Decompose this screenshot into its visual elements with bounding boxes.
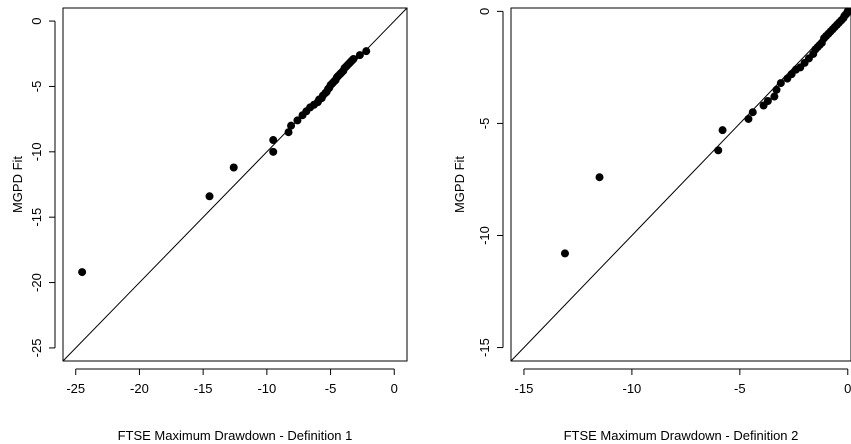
left-scatter-panel: -25 -20 -15 -10 -5 0 0 -5 -10 -15 -20 -25 FTSE Maxim… [10, 7, 408, 443]
right-reference-line [510, 7, 851, 362]
left-x-tick-label: -5 [325, 381, 337, 396]
left-plot-frame [62, 7, 408, 362]
left-x-tick-label: -20 [130, 381, 149, 396]
right-data-point [772, 85, 781, 94]
left-x-tick-label: -25 [66, 381, 85, 396]
left-data-point [284, 128, 293, 137]
right-data-point [718, 126, 727, 135]
right-data-point [776, 79, 785, 88]
right-data-point [595, 173, 604, 182]
right-data-point [763, 97, 772, 106]
right-data-point [560, 249, 569, 258]
right-data-point [770, 92, 779, 101]
left-y-tick-label: -5 [29, 81, 44, 93]
left-data-point [362, 47, 371, 56]
right-y-tick-label: -15 [477, 338, 492, 357]
right-data-point [843, 7, 851, 16]
right-y-axis-label: MGPD Fit [452, 156, 467, 213]
left-y-tick-label: -15 [29, 208, 44, 227]
left-x-axis-label: FTSE Maximum Drawdown - Definition 1 [118, 428, 353, 443]
left-x-tick-label: 0 [391, 381, 398, 396]
right-x-tick-label: -10 [622, 381, 641, 396]
left-y-tick-label: -10 [29, 142, 44, 161]
left-y-tick-label: -20 [29, 273, 44, 292]
left-data-point [355, 51, 364, 60]
right-scatter-panel: -15 -10 -5 0 0 -5 -10 -15 FTSE Maximum Drawdown … [452, 7, 851, 443]
right-y-tick-label: 0 [477, 8, 492, 15]
left-y-axis-label: MGPD Fit [10, 156, 25, 213]
left-data-point [269, 147, 278, 156]
right-y-tick-label: -10 [477, 226, 492, 245]
left-data-point [349, 54, 358, 63]
right-x-axis-label: FTSE Maximum Drawdown - Definition 2 [564, 428, 799, 443]
left-data-point [229, 163, 238, 172]
left-x-tick-label: -15 [194, 381, 213, 396]
right-data-point [748, 108, 757, 117]
left-data-point [269, 136, 278, 145]
right-y-tick-label: -5 [477, 118, 492, 130]
left-data-point [205, 192, 214, 201]
left-y-tick-label: -25 [29, 339, 44, 358]
left-y-tick-label: 0 [29, 17, 44, 24]
right-x-tick-label: -5 [734, 381, 746, 396]
left-data-point [78, 268, 87, 277]
left-x-tick-label: -10 [257, 381, 276, 396]
left-data-point [287, 121, 296, 130]
right-data-point [744, 114, 753, 123]
right-x-tick-label: 0 [844, 381, 851, 396]
right-x-tick-label: -15 [515, 381, 534, 396]
right-plot-frame [510, 7, 851, 362]
left-data-point [293, 116, 302, 125]
right-data-point [714, 146, 723, 155]
